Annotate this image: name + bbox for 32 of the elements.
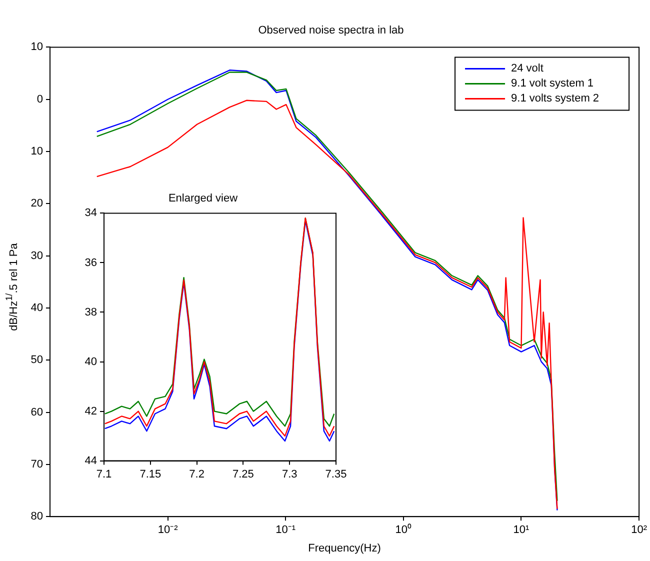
legend-label: 24 volt (511, 62, 544, 75)
y-tick-label: 20 (30, 198, 43, 210)
x-tick-label: 10⁰ (395, 523, 412, 536)
y-tick-label: 80 (30, 510, 43, 523)
chart-title: Enlarged view (168, 192, 238, 205)
y-tick-label: 0 (36, 93, 43, 106)
y-tick-label: 70 (30, 458, 43, 470)
x-tick-label: 7.25 (232, 468, 254, 480)
y-tick-label: 38 (84, 306, 97, 318)
y-tick-label: 34 (84, 207, 97, 220)
x-tick-label: 7.2 (189, 468, 204, 480)
y-tick-label: 40 (84, 356, 97, 368)
y-tick-label: 40 (30, 302, 43, 314)
x-tick-label: 10¹ (513, 524, 530, 536)
y-tick-label: 10 (30, 146, 43, 158)
chart-title: Observed noise spectra in lab (258, 24, 404, 37)
x-tick-label: 7.3 (282, 468, 298, 480)
y-tick-label: 44 (84, 454, 97, 467)
x-tick-label: 7.15 (140, 468, 162, 480)
y-tick-label: 60 (30, 406, 43, 418)
y-tick-label: 10 (30, 41, 43, 54)
y-tick-label: 36 (84, 256, 97, 269)
x-tick-label: 7.35 (325, 468, 347, 480)
legend-label: 9.1 volt system 1 (511, 78, 594, 90)
x-tick-label: 10² (631, 524, 648, 536)
x-tick-label: 7.1 (96, 468, 112, 480)
y-tick-label: 30 (30, 250, 43, 262)
y-tick-label: 42 (84, 405, 97, 418)
y-tick-label: 50 (30, 354, 43, 366)
x-tick-label: 10⁻¹ (276, 524, 296, 536)
legend-label: 9.1 volts system 2 (511, 92, 600, 105)
x-tick-label: 10⁻² (158, 524, 178, 536)
